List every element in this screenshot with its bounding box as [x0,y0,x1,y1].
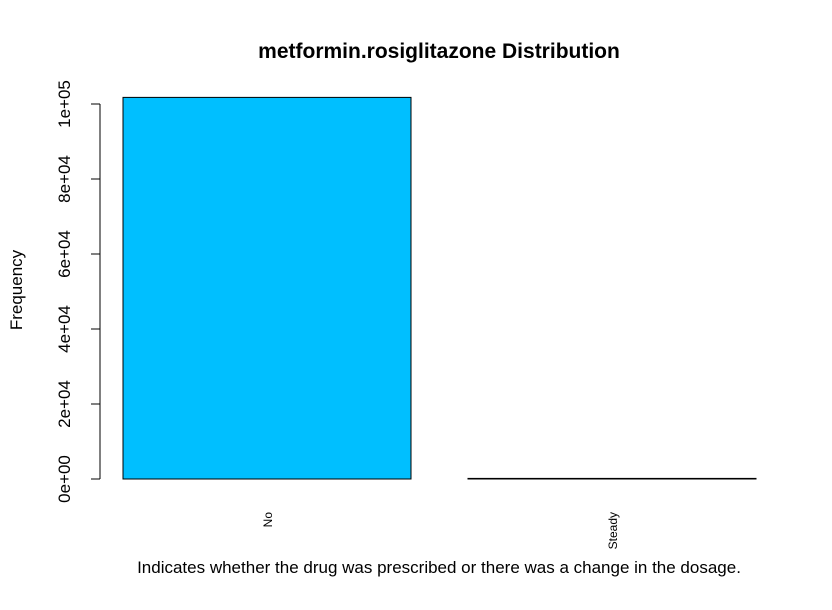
chart-title: metformin.rosiglitazone Distribution [258,40,620,63]
y-axis: 0e+00 2e+04 4e+04 6e+04 8e+04 1e+05 [55,80,101,503]
bars [122,96,757,480]
x-tick-label: No [261,512,275,528]
x-tick-labels: No Steady [261,512,620,550]
y-tick-label: 0e+00 [55,455,74,503]
y-tick-label: 8e+04 [55,155,74,203]
y-tick-label: 4e+04 [55,305,74,353]
y-tick-label: 1e+05 [55,80,74,128]
x-tick-label: Steady [606,512,620,549]
bar-no [122,96,412,480]
bar-steady [467,477,757,480]
x-axis-label: Indicates whether the drug was prescribe… [137,558,741,577]
y-axis-label: Frequency [7,249,26,330]
y-tick-label: 2e+04 [55,380,74,428]
y-tick-label: 6e+04 [55,230,74,278]
